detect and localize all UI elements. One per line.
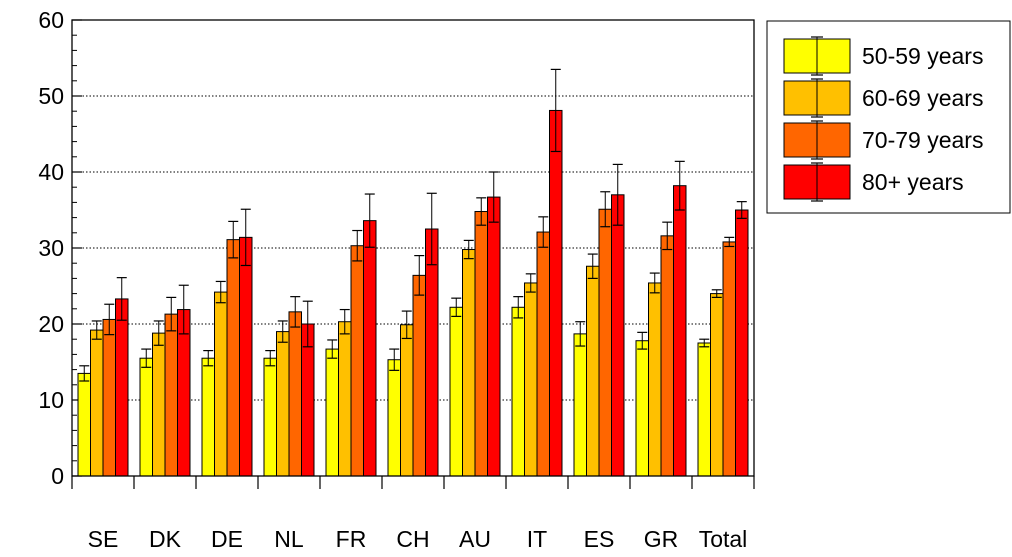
bar [263, 357, 277, 477]
x-tick-label: AU [459, 526, 491, 552]
bar [660, 235, 674, 477]
bar [102, 318, 116, 477]
bar [363, 220, 377, 477]
bar [226, 239, 240, 477]
bar [487, 196, 501, 477]
x-tick-label: FR [336, 526, 367, 552]
bar [474, 211, 488, 477]
bar [90, 329, 104, 477]
bar [735, 209, 749, 477]
bar [635, 340, 649, 477]
x-tick-label: CH [396, 526, 429, 552]
x-tick-label: ES [584, 526, 615, 552]
bar [77, 372, 91, 477]
bar [462, 249, 476, 477]
legend-label: 50-59 years [862, 43, 983, 69]
bar [214, 291, 228, 477]
bar [648, 282, 662, 477]
bar [164, 313, 178, 477]
bar [549, 109, 563, 477]
plot-frame [71, 19, 755, 477]
bar [710, 293, 724, 477]
bar [115, 298, 129, 477]
bar [611, 194, 625, 477]
y-tick-label: 20 [38, 311, 64, 337]
bar [598, 208, 612, 477]
bar [201, 357, 215, 477]
x-tick-label: SE [88, 526, 119, 552]
bar [276, 331, 290, 477]
x-tick-label: DK [149, 526, 182, 552]
bar [350, 245, 364, 477]
y-tick-label: 30 [38, 235, 64, 261]
legend-label: 70-79 years [862, 127, 983, 153]
bar [239, 236, 253, 477]
x-tick-label: Total [699, 526, 748, 552]
bar [325, 348, 339, 477]
legend-label: 80+ years [862, 169, 964, 195]
bar [511, 306, 525, 477]
legend-label: 60-69 years [862, 85, 983, 111]
bar [673, 185, 687, 477]
x-tick-label: NL [274, 526, 304, 552]
bar [573, 333, 587, 477]
bar [139, 357, 153, 477]
bar [697, 342, 711, 477]
bar [400, 324, 414, 477]
x-tick-label: GR [644, 526, 679, 552]
bar [338, 321, 352, 477]
y-tick-label: 0 [51, 463, 64, 489]
bar [449, 306, 463, 477]
bar [586, 265, 600, 477]
bar [524, 282, 538, 477]
y-tick-label: 50 [38, 83, 64, 109]
bar [536, 231, 550, 477]
x-tick-label: DE [211, 526, 243, 552]
bar [412, 274, 426, 477]
y-tick-label: 10 [38, 387, 64, 413]
bar [425, 228, 439, 477]
y-tick-label: 40 [38, 159, 64, 185]
bar [387, 359, 401, 477]
bar [722, 241, 736, 477]
bar [152, 332, 166, 477]
y-tick-label: 60 [38, 7, 64, 33]
bar [288, 311, 302, 477]
bar [177, 309, 191, 477]
x-tick-label: IT [527, 526, 547, 552]
